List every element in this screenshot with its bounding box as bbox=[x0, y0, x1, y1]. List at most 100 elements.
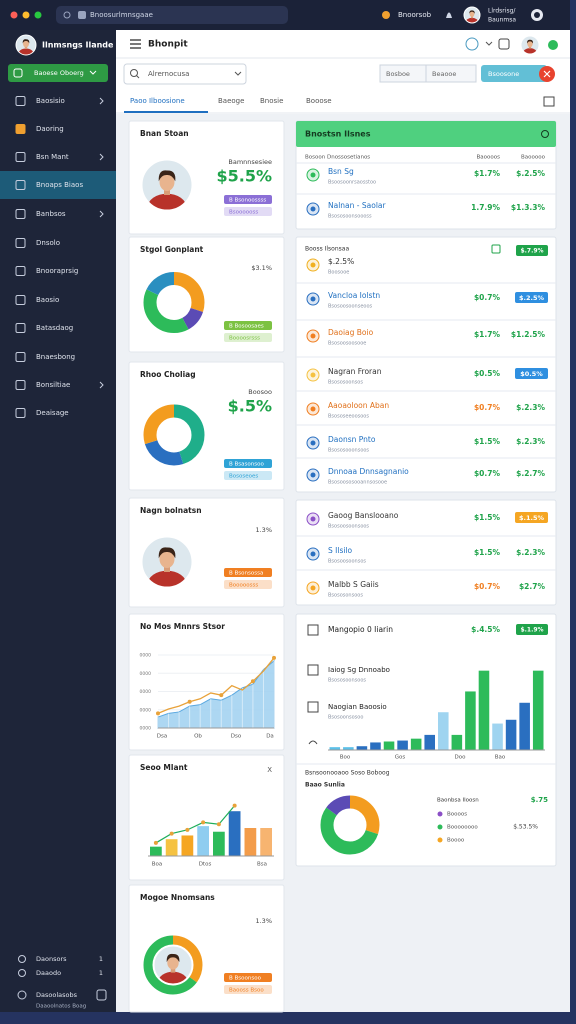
header-pill bbox=[516, 624, 548, 635]
search-caret bbox=[234, 71, 242, 76]
avatar-face bbox=[23, 40, 29, 48]
avatar-ring bbox=[463, 6, 481, 24]
nav-item[interactable]: Bnoaps Biaos bbox=[36, 181, 83, 189]
row-title[interactable]: $.2.5% bbox=[328, 257, 354, 266]
column-header: Baoooos bbox=[477, 155, 501, 161]
row-icon-dot bbox=[310, 516, 316, 522]
card-title: Rhoo Choliag bbox=[140, 370, 196, 379]
row-title[interactable]: Malbb S Gaiis bbox=[328, 580, 379, 589]
row-title[interactable]: Daonsn Pnto bbox=[328, 435, 376, 444]
y-axis-label: 0000 bbox=[140, 671, 152, 677]
active-tab-underline bbox=[124, 111, 208, 113]
card-header-icon bbox=[541, 130, 549, 138]
nav-item[interactable]: Batasdaog bbox=[36, 324, 73, 332]
search-box[interactable] bbox=[123, 63, 247, 85]
card-value: $.4.5% bbox=[471, 625, 500, 634]
row-value: $.2.5% bbox=[516, 169, 545, 178]
tab[interactable]: Baeoge bbox=[218, 97, 244, 105]
section-title: Bsnsoonooaoo Soso Boboog bbox=[305, 770, 390, 777]
window-minimize[interactable] bbox=[22, 11, 30, 19]
row-title[interactable]: S Ilsilo bbox=[328, 546, 353, 555]
filter-button[interactable] bbox=[425, 64, 477, 83]
filter-text: Beaooe bbox=[432, 70, 456, 78]
nav-item[interactable]: Bnaesbong bbox=[36, 353, 75, 361]
nav-icon bbox=[15, 266, 26, 276]
x-axis-label: Bsa bbox=[257, 862, 267, 868]
nav-item[interactable]: Bonsiltiae bbox=[36, 381, 70, 389]
row-value: $0.7% bbox=[474, 403, 501, 412]
nav-item[interactable]: Deaisage bbox=[36, 409, 69, 417]
nav-item[interactable]: Bsn Mant bbox=[36, 153, 69, 161]
header-icon[interactable] bbox=[498, 38, 510, 50]
row-title[interactable]: Nalnan - Saolar bbox=[328, 201, 386, 210]
value-pill bbox=[515, 368, 548, 379]
header-icon[interactable] bbox=[465, 37, 479, 51]
row-value: $.2.3% bbox=[516, 403, 545, 412]
account-menu[interactable] bbox=[96, 989, 107, 1001]
row-title[interactable]: Gaoog Banslooano bbox=[328, 511, 399, 520]
card-title: No Mos Mnnrs Stsor bbox=[140, 622, 225, 631]
window-close[interactable] bbox=[10, 11, 18, 19]
row-title[interactable]: Daoiag Boio bbox=[328, 328, 374, 337]
tab[interactable]: Booose bbox=[306, 97, 332, 105]
nav-item[interactable]: Banbsos bbox=[36, 210, 66, 218]
account-icon bbox=[17, 990, 27, 1000]
user-line: Baunmsa bbox=[488, 17, 516, 24]
row-title[interactable]: Dnnoaa Dnnsagnanio bbox=[328, 467, 409, 476]
action-button[interactable] bbox=[481, 65, 547, 82]
action-text: Bsoosone bbox=[488, 70, 519, 78]
lock-icon bbox=[63, 11, 71, 19]
nav-item[interactable]: Dnsolo bbox=[36, 239, 60, 247]
x-axis-label: Doo bbox=[455, 755, 467, 761]
nav-item[interactable]: Baosio bbox=[36, 296, 59, 304]
row-title[interactable]: Vancloa Iolstn bbox=[328, 291, 380, 300]
card-title: Mangopio 0 Iiarin bbox=[328, 625, 393, 634]
tab[interactable]: Paoo Ilboosione bbox=[130, 97, 185, 105]
bar bbox=[478, 670, 490, 750]
card-icon bbox=[307, 624, 319, 636]
bar bbox=[465, 691, 476, 750]
window-maximize[interactable] bbox=[34, 11, 42, 19]
legend-dot bbox=[437, 837, 443, 843]
close-button[interactable]: X bbox=[267, 766, 272, 774]
item-icon bbox=[307, 664, 319, 676]
search-icon bbox=[130, 69, 138, 77]
nav-item[interactable]: Baosisio bbox=[36, 97, 65, 105]
avatar-neck bbox=[528, 45, 532, 49]
avatar-neck bbox=[170, 966, 176, 973]
button-icon bbox=[13, 68, 23, 78]
footer-item[interactable]: Daonsors bbox=[36, 955, 67, 963]
pill bbox=[224, 568, 272, 577]
row-value: $0.7% bbox=[474, 582, 501, 591]
row-title[interactable]: Nagran Froran bbox=[328, 367, 382, 376]
row-value: $0.5% bbox=[520, 370, 543, 378]
column-header: Baooooo bbox=[521, 155, 546, 161]
row-value: $.2.3% bbox=[516, 437, 545, 446]
row-subtitle: Bsososoonsoooss bbox=[328, 214, 372, 220]
donut-segment bbox=[143, 272, 205, 334]
row-subtitle: Bsosoosoonsos bbox=[328, 559, 366, 565]
row-icon-dot bbox=[310, 296, 316, 302]
nav-item[interactable]: Bnooraprsig bbox=[36, 267, 78, 275]
avatar-shirt bbox=[158, 971, 188, 984]
card-title: Seoo Mlant bbox=[140, 763, 188, 772]
url-bar[interactable] bbox=[56, 6, 288, 24]
nav-item[interactable]: Daoring bbox=[36, 125, 64, 133]
sidebar-button[interactable] bbox=[8, 64, 108, 82]
row-title[interactable]: Aaoaoloon Aban bbox=[328, 401, 389, 410]
row-value: $1.5% bbox=[474, 513, 501, 522]
row-title[interactable]: Bsn Sg bbox=[328, 167, 354, 176]
footer-item[interactable]: Daaodo bbox=[36, 969, 61, 977]
trend-line bbox=[157, 657, 275, 715]
tab[interactable]: Bnosie bbox=[260, 97, 283, 105]
bar bbox=[451, 734, 463, 750]
panel-icon[interactable] bbox=[543, 96, 555, 107]
row-icon-dot bbox=[310, 551, 316, 557]
card-label: 1.3% bbox=[255, 526, 272, 534]
avatar bbox=[142, 160, 192, 210]
account-icon[interactable] bbox=[382, 11, 390, 19]
trend-dot bbox=[250, 679, 255, 684]
avatar-shirt bbox=[522, 48, 538, 54]
bell-icon[interactable] bbox=[446, 12, 452, 19]
